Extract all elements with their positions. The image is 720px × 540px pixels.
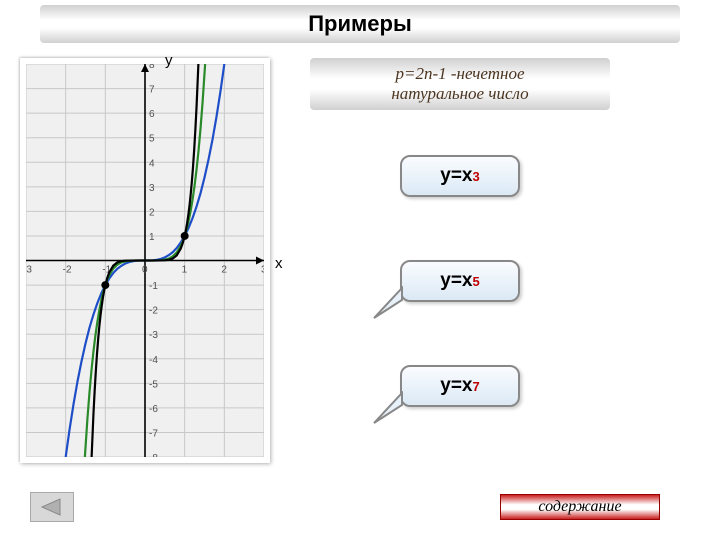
subtitle-line2: натуральное число xyxy=(391,84,528,104)
slide-title-text: Примеры xyxy=(308,11,412,37)
svg-text:8: 8 xyxy=(149,64,155,71)
formula-base: у=х xyxy=(440,270,472,292)
svg-text:-4: -4 xyxy=(149,355,158,366)
svg-text:-5: -5 xyxy=(149,379,158,390)
svg-text:3: 3 xyxy=(261,265,264,276)
contents-label: содержание xyxy=(538,498,621,516)
svg-text:2: 2 xyxy=(149,207,155,218)
formula-base: у=х xyxy=(440,165,472,187)
axis-label-y: y xyxy=(165,52,173,69)
svg-text:-6: -6 xyxy=(149,404,158,415)
svg-text:-1: -1 xyxy=(149,281,158,292)
svg-text:1: 1 xyxy=(182,265,188,276)
svg-text:0: 0 xyxy=(142,265,148,276)
svg-text:2: 2 xyxy=(221,265,227,276)
svg-text:-8: -8 xyxy=(149,453,158,457)
contents-button[interactable]: содержание xyxy=(500,494,660,520)
svg-text:6: 6 xyxy=(149,109,155,120)
callout-tail-icon xyxy=(372,391,406,425)
formula-base: у=х xyxy=(440,375,472,397)
subtitle-line1: p=2n-1 -нечетное xyxy=(396,64,525,84)
power-chart: -3-2-10123-8-7-6-5-4-3-2-112345678 xyxy=(26,64,264,457)
formula-exponent: 3 xyxy=(473,169,480,184)
svg-text:5: 5 xyxy=(149,134,155,145)
slide-title: Примеры xyxy=(40,5,680,43)
axis-label-x: x xyxy=(275,255,283,272)
formula-exponent: 7 xyxy=(473,379,480,394)
svg-text:7: 7 xyxy=(149,85,155,96)
triangle-left-icon xyxy=(40,498,64,516)
svg-text:-3: -3 xyxy=(26,265,32,276)
chart-frame: -3-2-10123-8-7-6-5-4-3-2-112345678 xyxy=(20,58,270,463)
svg-text:-3: -3 xyxy=(149,330,158,341)
svg-text:-2: -2 xyxy=(63,265,72,276)
svg-text:4: 4 xyxy=(149,158,155,169)
svg-text:1: 1 xyxy=(149,232,155,243)
formula-bubble[interactable]: у=х5 xyxy=(400,260,520,302)
prev-slide-button[interactable] xyxy=(30,492,74,522)
svg-text:3: 3 xyxy=(149,183,155,194)
formula-bubble[interactable]: у=х3 xyxy=(400,155,520,197)
svg-text:-2: -2 xyxy=(149,306,158,317)
formula-bubble[interactable]: у=х7 xyxy=(400,365,520,407)
svg-text:-7: -7 xyxy=(149,428,158,439)
formula-exponent: 5 xyxy=(473,274,480,289)
subtitle-box: p=2n-1 -нечетное натуральное число xyxy=(310,58,610,110)
callout-tail-icon xyxy=(372,286,406,320)
